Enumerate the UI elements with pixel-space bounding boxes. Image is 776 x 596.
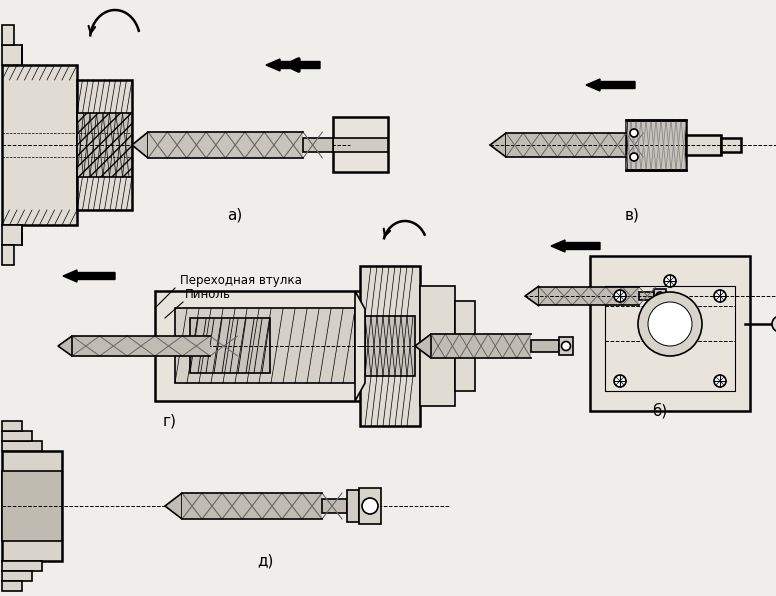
Text: д): д) [257, 554, 273, 569]
FancyArrow shape [551, 240, 600, 252]
Circle shape [656, 292, 664, 300]
Polygon shape [355, 291, 365, 401]
Bar [2, 571, 32, 581]
FancyArrow shape [63, 270, 115, 282]
Text: Переходная втулка: Переходная втулка [180, 274, 302, 287]
Polygon shape [525, 286, 539, 306]
Bar [148, 132, 303, 158]
Polygon shape [132, 132, 148, 158]
Bar [605, 286, 735, 391]
Bar [590, 256, 750, 411]
Circle shape [714, 375, 726, 387]
Bar [360, 266, 420, 426]
Bar [155, 291, 365, 401]
Bar [2, 25, 14, 45]
Bar [190, 318, 270, 373]
Bar [539, 287, 639, 305]
Bar [654, 289, 666, 303]
Polygon shape [165, 493, 182, 519]
Bar [2, 561, 42, 571]
Polygon shape [58, 336, 72, 356]
Bar [2, 441, 42, 451]
Circle shape [630, 129, 638, 137]
Bar [431, 334, 531, 358]
Bar [531, 340, 559, 352]
Bar [175, 308, 355, 383]
Circle shape [562, 342, 570, 350]
Bar [333, 117, 388, 172]
Bar [2, 225, 22, 245]
Bar [2, 431, 32, 441]
Bar [2, 451, 62, 561]
Bar [2, 581, 22, 591]
Bar [2, 421, 22, 431]
Bar [77, 80, 132, 210]
Text: а): а) [227, 208, 243, 223]
Circle shape [664, 275, 676, 287]
Circle shape [638, 292, 702, 356]
Text: б): б) [653, 403, 667, 419]
Bar [2, 45, 22, 65]
Bar [182, 493, 322, 519]
Bar [686, 135, 721, 155]
Bar [77, 113, 132, 177]
Bar [303, 138, 333, 152]
FancyArrow shape [266, 59, 320, 71]
Bar [559, 337, 573, 355]
Bar [721, 138, 741, 152]
Bar [365, 316, 415, 376]
Text: Пиноль: Пиноль [185, 288, 231, 301]
Bar [2, 65, 77, 225]
Text: в): в) [625, 208, 639, 223]
Bar [455, 301, 475, 391]
FancyArrow shape [586, 79, 635, 91]
Polygon shape [490, 133, 506, 157]
Circle shape [714, 290, 726, 302]
Bar [2, 245, 14, 265]
Bar [359, 488, 381, 524]
Circle shape [772, 316, 776, 332]
Bar [347, 490, 359, 522]
Polygon shape [415, 334, 431, 358]
Bar [72, 336, 210, 356]
Circle shape [648, 302, 692, 346]
Bar [506, 133, 626, 157]
Circle shape [614, 290, 626, 302]
Bar [2, 471, 62, 541]
Circle shape [362, 498, 378, 514]
Bar [639, 292, 654, 300]
Bar [333, 138, 388, 152]
Text: г): г) [163, 414, 177, 429]
Circle shape [614, 375, 626, 387]
Bar [626, 120, 686, 170]
Bar [322, 499, 347, 513]
Circle shape [630, 153, 638, 161]
Bar [420, 286, 455, 406]
